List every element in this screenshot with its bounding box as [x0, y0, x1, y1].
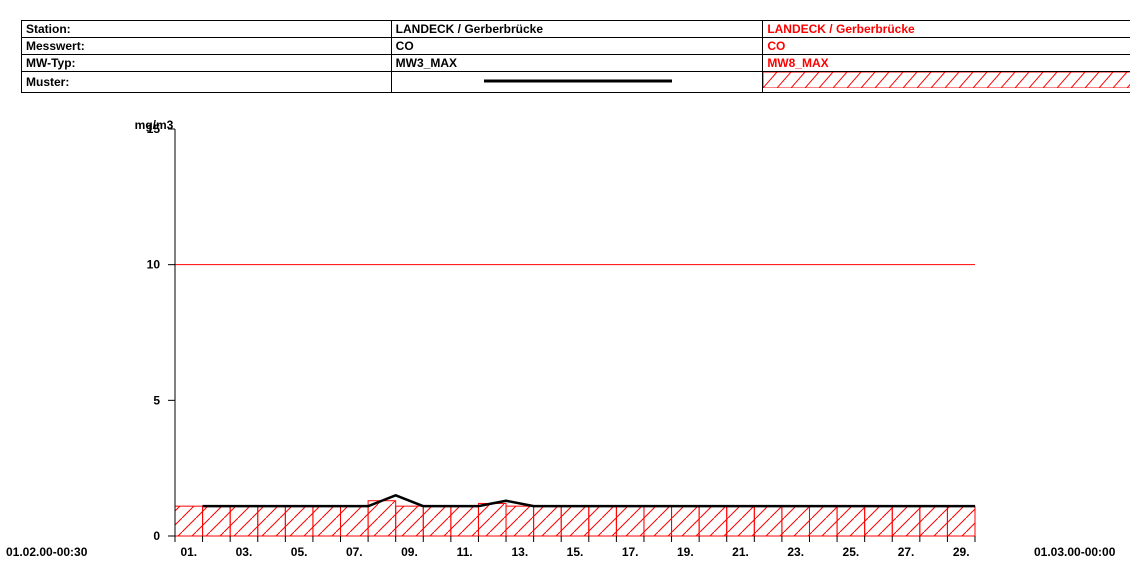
- mw8-bar: [726, 505, 755, 537]
- legend-table: Station: LANDECK / Gerberbrücke LANDECK …: [21, 20, 1130, 93]
- axes-group: [168, 128, 976, 542]
- x-end-label: 01.03.00-00:00: [1034, 545, 1116, 559]
- mw8-bar: [312, 505, 342, 537]
- x-start-label: 01.02.00-00:30: [6, 545, 88, 559]
- x-tick-label: 03.: [236, 545, 253, 559]
- mw8-bar: [367, 500, 397, 537]
- mw8-bar: [505, 505, 535, 537]
- mw8-bar: [671, 505, 700, 537]
- mw8-bar: [450, 505, 479, 537]
- legend-row-mwtyp: MW-Typ: MW3_MAX MW8_MAX: [21, 54, 1130, 72]
- x-tick-label: 09.: [401, 545, 418, 559]
- y-tick-label: 15: [147, 122, 161, 136]
- y-tick-label: 10: [147, 258, 161, 272]
- x-tick-label: 29.: [953, 545, 970, 559]
- mw8-bar: [588, 505, 617, 537]
- x-tick-label: 27.: [898, 545, 915, 559]
- mw8-bar: [781, 505, 810, 537]
- mw8-bar: [864, 505, 893, 537]
- mw8-bar: [477, 502, 507, 537]
- x-tick-label: 15.: [567, 545, 584, 559]
- y-axis-unit-label: mg/m3: [135, 118, 174, 132]
- y-tick-label: 5: [153, 393, 160, 407]
- line-pattern-swatch: [483, 79, 672, 83]
- mw8-bar: [229, 505, 259, 537]
- x-tick-label: 19.: [677, 545, 694, 559]
- x-tick-label: 01.: [180, 545, 197, 559]
- x-tick-label: 17.: [622, 545, 639, 559]
- muster-label: Muster:: [21, 71, 392, 93]
- x-tick-label: 07.: [346, 545, 363, 559]
- mw8-bar: [395, 505, 424, 537]
- y-tick-label: 0: [153, 529, 160, 543]
- x-tick-label: 11.: [457, 545, 473, 559]
- mw8-bar: [919, 505, 948, 537]
- mw8-bar: [836, 505, 866, 537]
- labels-group: 0 5 10 15 01. 03. 05. 07. 09. 11. 13. 15. 17. 19. 21. 2…: [6, 118, 1116, 559]
- mw8-bar: [340, 505, 369, 537]
- muster-series1-swatch: [390, 71, 764, 93]
- mw8-bar: [202, 505, 231, 537]
- mw8-bar: [174, 505, 204, 537]
- mw8-bar: [422, 505, 452, 537]
- mw8-bar: [643, 505, 673, 537]
- mw8-bar: [946, 505, 976, 537]
- x-tick-label: 23.: [787, 545, 804, 559]
- mw8-bar: [284, 505, 314, 537]
- mw8-bar: [615, 505, 645, 537]
- x-tick-label: 13.: [511, 545, 528, 559]
- mw3-line-group: [202, 494, 976, 508]
- legend-row-muster: Muster:: [21, 71, 1130, 93]
- mw8-bar: [808, 505, 838, 537]
- legend-row-messwert: Messwert: CO CO: [21, 37, 1130, 55]
- mw3-line: [202, 494, 975, 508]
- mw8-bar: [560, 505, 590, 537]
- mw8-bar: [533, 505, 562, 537]
- mw8-bar: [698, 505, 728, 537]
- mw8-bar: [891, 505, 921, 537]
- x-tick-label: 21.: [732, 545, 749, 559]
- mw8-bar: [257, 505, 286, 537]
- x-tick-label: 05.: [291, 545, 308, 559]
- x-tick-label: 25.: [843, 545, 860, 559]
- muster-series2-swatch: [762, 71, 1130, 93]
- mw8-bars-group: [174, 500, 976, 537]
- mw8-bar: [753, 505, 783, 537]
